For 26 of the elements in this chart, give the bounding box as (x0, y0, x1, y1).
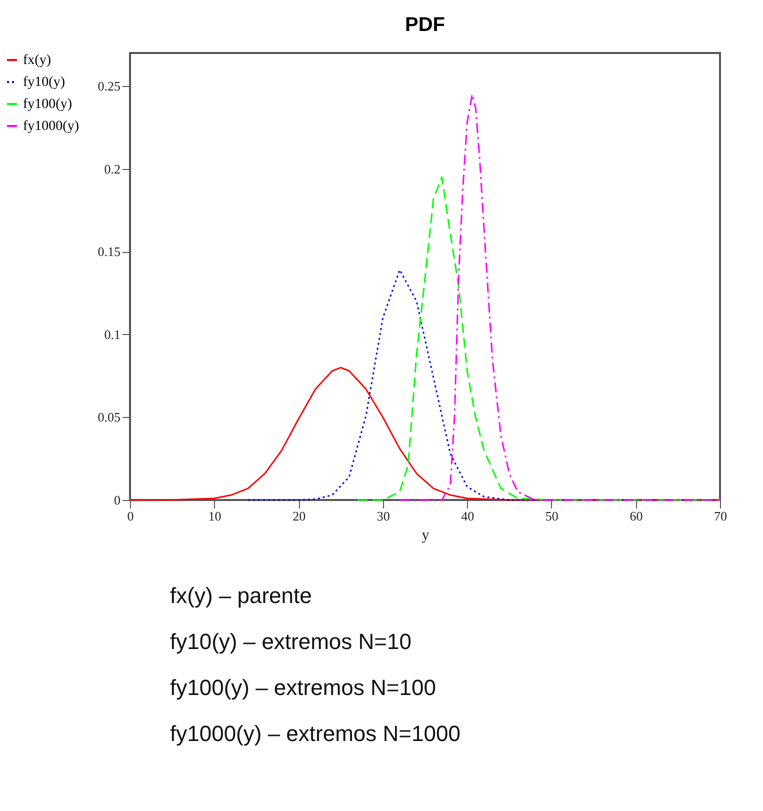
text: fx(y) – parente (170, 583, 313, 609)
x-tick-label: 70 (714, 508, 727, 524)
y-tick-label: 0.1 (104, 326, 120, 342)
x-axis-title: y (422, 528, 430, 544)
line-series (356, 176, 721, 501)
chart-title: PDF (405, 14, 445, 36)
x-tick-label: 40 (461, 508, 474, 524)
legend-label: fy100(y) (23, 97, 72, 112)
y-tick-label: 0 (114, 492, 120, 508)
x-tick-label: 30 (376, 508, 390, 524)
y-tick-label: 0.25 (98, 78, 120, 94)
legend-label: fx(y) (23, 53, 52, 68)
text: fy100(y) – extremos N=100 (170, 675, 437, 701)
x-tick-label: 10 (208, 508, 222, 524)
line-series (398, 94, 721, 501)
x-tick-label: 20 (292, 508, 306, 524)
y-tick-label: 0.2 (104, 161, 120, 176)
x-tick-label: 60 (630, 508, 643, 524)
legend-label: fy1000(y) (23, 119, 80, 134)
y-tick-label: 0.15 (98, 244, 120, 260)
y-tick-label: 0.05 (98, 410, 120, 425)
text: fy10(y) – extremos N=10 (170, 629, 412, 655)
x-tick-label: 50 (545, 508, 558, 524)
x-tick-label: 0 (127, 508, 134, 524)
text: fy1000(y) – extremos N=1000 (170, 721, 462, 747)
legend-label: fy10(y) (23, 75, 66, 90)
